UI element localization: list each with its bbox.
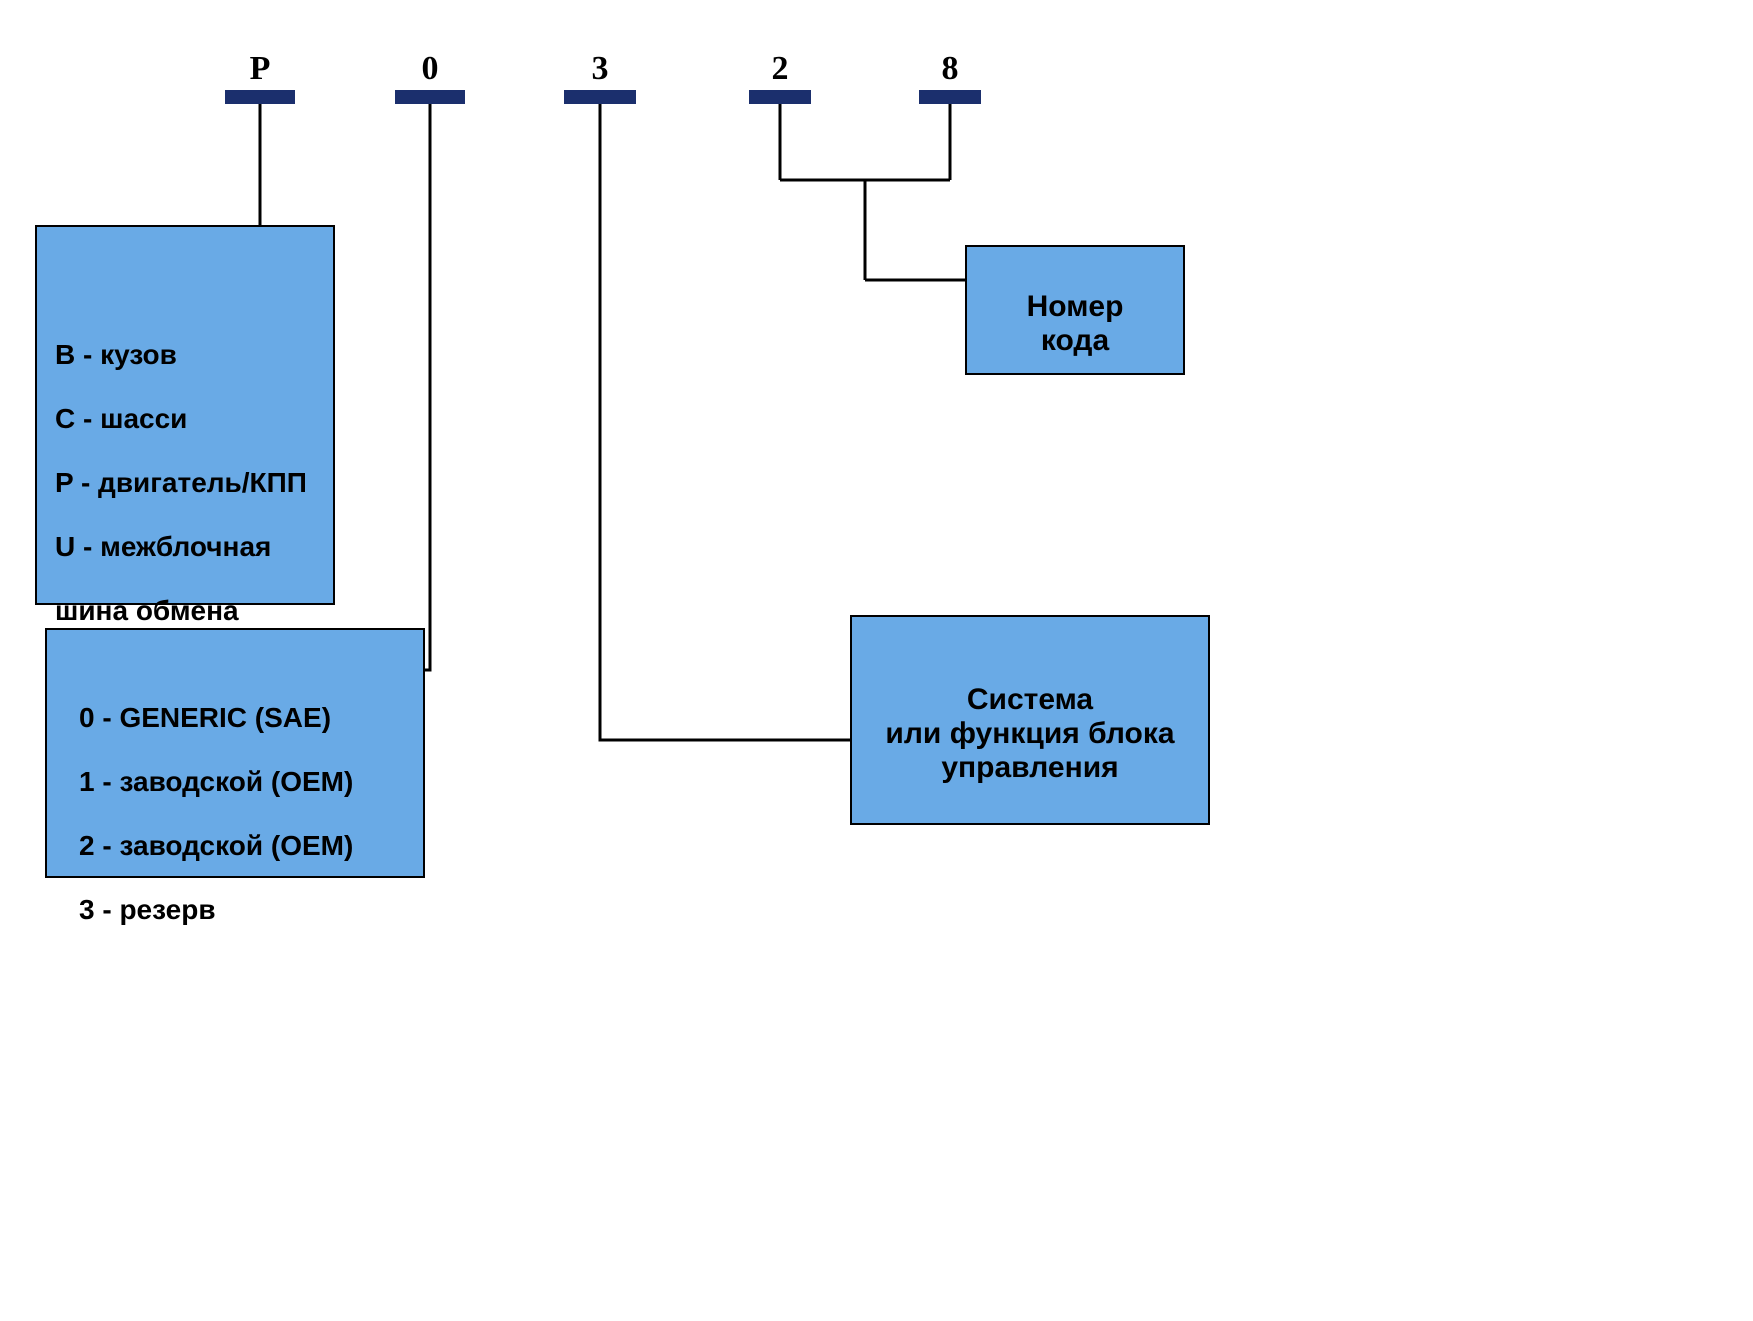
box1-line5: шина обмена — [55, 595, 315, 627]
code-letter-2: 2 — [772, 50, 789, 88]
box-system-function: Система или функция блока управления — [850, 615, 1210, 825]
box-code-number: Номер кода — [965, 245, 1185, 375]
box-digit-meanings: 0 - GENERIC (SAE) 1 - заводской (OEM) 2 … — [45, 628, 425, 878]
code-letter-0: 0 — [422, 50, 439, 88]
bar-8 — [919, 90, 981, 104]
bar-p — [225, 90, 295, 104]
box2-line2: 1 - заводской (OEM) — [79, 766, 405, 798]
diagram-canvas: P 0 3 2 8 B - кузов C - шасси P - двигат… — [0, 0, 1753, 1321]
bar-3 — [564, 90, 636, 104]
box2-line3: 2 - заводской (OEM) — [79, 830, 405, 862]
box4-line2: кода — [985, 324, 1165, 358]
bar-0 — [395, 90, 465, 104]
box1-line2: C - шасси — [55, 403, 315, 435]
box-letter-meanings: B - кузов C - шасси P - двигатель/КПП U … — [35, 225, 335, 605]
box1-line1: B - кузов — [55, 339, 315, 371]
box4-line1: Номер — [985, 290, 1165, 324]
code-letter-p: P — [250, 50, 271, 88]
bar-2 — [749, 90, 811, 104]
code-letter-8: 8 — [942, 50, 959, 88]
box1-line4: U - межблочная — [55, 531, 315, 563]
box3-line1: Система — [870, 683, 1190, 717]
box1-line3: P - двигатель/КПП — [55, 467, 315, 499]
box2-line4: 3 - резерв — [79, 894, 405, 926]
code-letter-3: 3 — [592, 50, 609, 88]
box3-line2: или функция блока — [870, 717, 1190, 751]
box3-line3: управления — [870, 751, 1190, 785]
box2-line1: 0 - GENERIC (SAE) — [79, 702, 405, 734]
